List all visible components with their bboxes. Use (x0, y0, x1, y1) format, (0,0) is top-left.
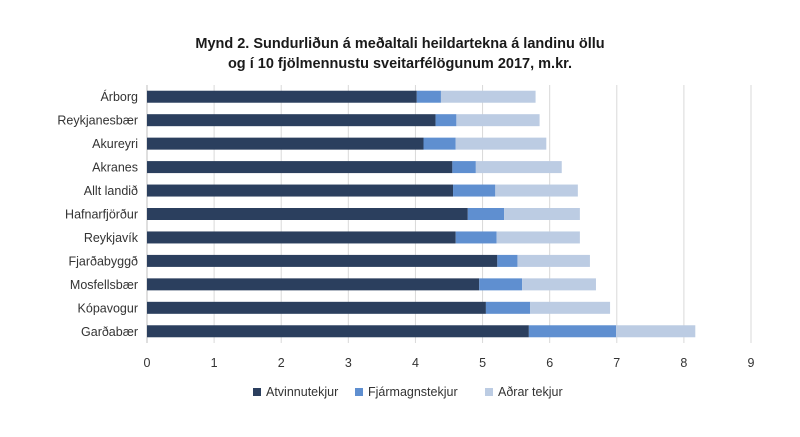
bar-segment-atvinnutekjur (147, 184, 454, 197)
x-tick-label: 6 (546, 356, 553, 370)
category-label: Garðabær (81, 325, 138, 339)
category-label: Fjarðabyggð (69, 254, 139, 268)
bar-segment-aðrar tekjur (496, 231, 580, 244)
bar-segment-atvinnutekjur (147, 161, 453, 174)
bar-segment-aðrar tekjur (517, 254, 590, 267)
legend-label: Fjármagnstekjur (368, 385, 458, 399)
category-label: Árborg (100, 89, 138, 104)
x-tick-label: 8 (680, 356, 687, 370)
bar-segment-atvinnutekjur (147, 114, 436, 127)
category-label: Akureyri (92, 137, 138, 151)
bar-segment-fjármagnstekjur (497, 254, 518, 267)
bar-segment-aðrar tekjur (455, 137, 547, 150)
bar-segment-fjármagnstekjur (416, 90, 441, 103)
category-label: Allt landið (84, 184, 138, 198)
bar-segment-fjármagnstekjur (455, 231, 497, 244)
x-tick-label: 2 (278, 356, 285, 370)
legend-label: Aðrar tekjur (498, 385, 563, 399)
bar-segment-aðrar tekjur (440, 90, 536, 103)
x-tick-label: 9 (748, 356, 755, 370)
bar-segment-aðrar tekjur (456, 114, 540, 127)
category-label: Akranes (92, 161, 138, 175)
x-tick-label: 1 (211, 356, 218, 370)
bar-segment-fjármagnstekjur (453, 184, 496, 197)
bar-segment-aðrar tekjur (495, 184, 578, 197)
bar-segment-fjármagnstekjur (528, 325, 617, 338)
category-label: Reykjanesbær (57, 114, 138, 128)
bar-segment-atvinnutekjur (147, 90, 417, 103)
x-tick-label: 4 (412, 356, 419, 370)
bar-segment-atvinnutekjur (147, 137, 424, 150)
bar-segment-fjármagnstekjur (423, 137, 456, 150)
bar-segment-fjármagnstekjur (435, 114, 457, 127)
bar-segment-atvinnutekjur (147, 254, 498, 267)
x-tick-label: 3 (345, 356, 352, 370)
legend-swatch (355, 388, 363, 396)
x-tick-label: 7 (613, 356, 620, 370)
bar-segment-atvinnutekjur (147, 231, 456, 244)
legend-swatch (253, 388, 261, 396)
bar-segment-aðrar tekjur (504, 208, 580, 220)
chart-title-line-2: og í 10 fjölmennustu sveitarfélögunum 20… (227, 56, 573, 72)
category-label: Kópavogur (78, 301, 138, 315)
category-label: Mosfellsbær (70, 278, 138, 292)
bar-segment-aðrar tekjur (616, 325, 696, 338)
bar-segment-fjármagnstekjur (485, 301, 531, 314)
bar-segment-atvinnutekjur (147, 278, 480, 291)
bar-segment-aðrar tekjur (475, 161, 562, 174)
bar-segment-aðrar tekjur (530, 301, 611, 314)
legend-swatch (485, 388, 493, 396)
bar-segment-atvinnutekjur (147, 325, 529, 338)
bar-segment-fjármagnstekjur (479, 278, 523, 291)
legend-label: Atvinnutekjur (266, 385, 338, 399)
x-tick-label: 0 (144, 356, 151, 370)
category-label: Reykjavík (84, 231, 139, 245)
category-label: Hafnarfjörður (65, 208, 138, 222)
chart-title-line-1: Mynd 2. Sundurliðun á meðaltali heildart… (195, 36, 605, 52)
bar-segment-fjármagnstekjur (452, 161, 476, 174)
bar-segment-atvinnutekjur (147, 301, 486, 314)
bar-segment-aðrar tekjur (522, 278, 596, 291)
x-tick-label: 5 (479, 356, 486, 370)
bar-segment-atvinnutekjur (147, 208, 468, 220)
bar-segment-fjármagnstekjur (467, 208, 505, 220)
